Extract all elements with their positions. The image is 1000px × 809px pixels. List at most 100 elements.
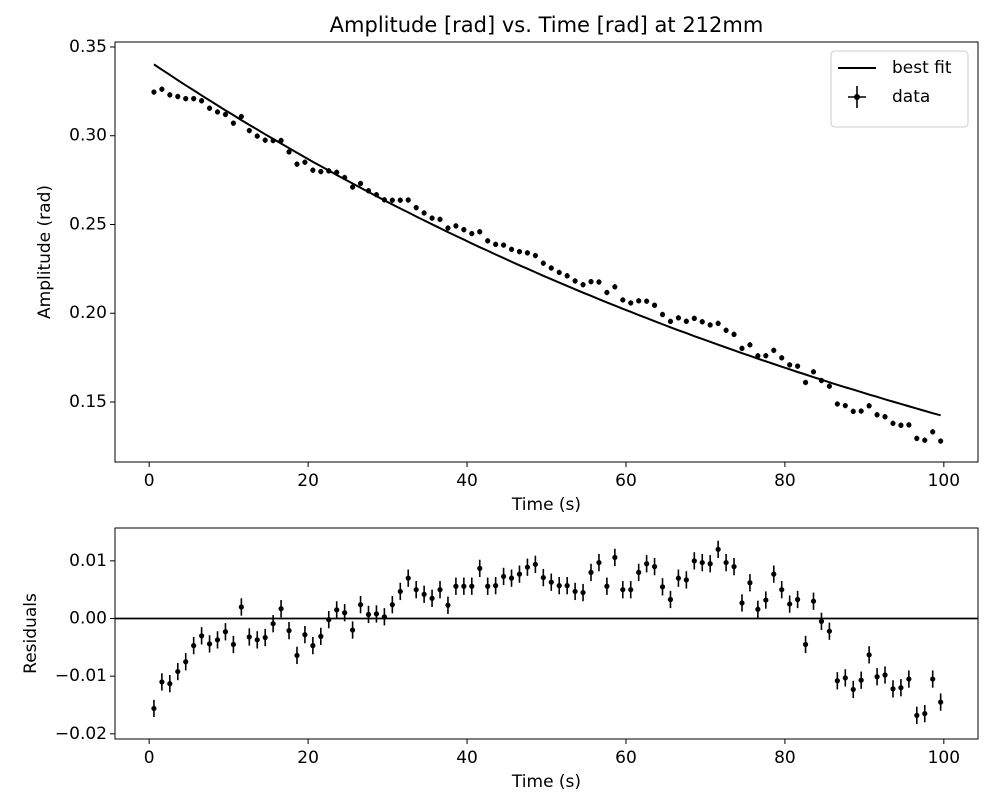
data-point (802, 379, 809, 386)
data-point (532, 561, 538, 567)
data-point (707, 561, 713, 567)
data-point (508, 246, 515, 252)
data-point (524, 564, 531, 570)
data-point (731, 331, 737, 337)
data-point (318, 633, 324, 639)
data-point (485, 238, 491, 244)
data-point (890, 420, 896, 426)
data-point (580, 589, 586, 596)
x-tick-label: 60 (615, 471, 637, 491)
data-point (350, 184, 356, 190)
data-point (469, 583, 475, 589)
data-point (755, 353, 761, 359)
data-point (334, 169, 340, 175)
data-point (659, 311, 666, 318)
data-point (620, 297, 626, 303)
data-point (389, 197, 395, 203)
data-point (183, 96, 189, 102)
data-point (890, 686, 896, 692)
x-axis-label: Time (s) (511, 772, 581, 792)
x-tick-label: 80 (774, 471, 796, 491)
data-point (318, 168, 324, 175)
data-point (771, 347, 777, 353)
data-point (596, 559, 602, 566)
data-point (413, 205, 419, 211)
data-point (159, 86, 165, 92)
data-point (437, 216, 443, 222)
data-point (167, 681, 173, 687)
data-point (151, 705, 157, 712)
data-point (191, 643, 197, 649)
data-point (556, 583, 562, 589)
x-tick-label: 0 (144, 748, 155, 768)
data-point (842, 675, 848, 681)
data-point (246, 127, 252, 134)
x-tick-label: 40 (456, 748, 478, 768)
data-point (787, 362, 793, 368)
data-point (588, 569, 594, 575)
y-tick-label: 0.20 (69, 303, 107, 323)
data-point (334, 607, 340, 613)
data-point (175, 668, 181, 675)
data-point (906, 676, 912, 682)
data-point (365, 188, 372, 194)
data-point (357, 180, 364, 187)
data-point (675, 315, 682, 321)
y-tick-label: 0.00 (69, 609, 107, 629)
data-point (342, 610, 348, 616)
data-point (540, 260, 546, 266)
data-point (548, 265, 554, 271)
data-point (413, 587, 419, 593)
data-point (930, 676, 936, 682)
data-point (604, 583, 610, 589)
y-tick-label: −0.02 (55, 724, 107, 744)
data-point (373, 192, 380, 198)
data-point (699, 559, 705, 566)
data-point (699, 319, 705, 325)
x-tick-label: 100 (928, 471, 960, 491)
fit-line (153, 63, 941, 417)
x-tick-label: 80 (774, 748, 796, 768)
data-point (508, 575, 515, 581)
data-point (310, 167, 316, 173)
data-point (405, 575, 411, 581)
data-point (882, 414, 888, 420)
data-point (596, 279, 602, 285)
data-point (461, 227, 467, 233)
data-point (206, 105, 213, 111)
data-point (500, 242, 507, 248)
data-point (914, 712, 920, 718)
data-point (802, 641, 809, 648)
data-point (540, 574, 546, 581)
y-tick-label: 0.30 (69, 126, 107, 146)
x-tick-label: 20 (297, 748, 319, 768)
data-point (342, 174, 348, 181)
data-point (922, 437, 928, 443)
data-point (572, 588, 578, 595)
y-tick-label: −0.01 (55, 666, 107, 686)
data-point (270, 137, 276, 144)
data-point (278, 137, 284, 144)
data-point (222, 111, 229, 118)
data-point (397, 197, 403, 203)
data-point (906, 422, 912, 428)
data-point (222, 629, 229, 635)
data-point (826, 628, 832, 634)
data-point (151, 89, 157, 95)
data-point (874, 674, 880, 680)
data-point (477, 565, 483, 571)
data-point (206, 641, 213, 647)
data-point (747, 580, 753, 586)
data-point (866, 403, 872, 409)
data-point (874, 412, 880, 418)
data-point (270, 621, 276, 627)
data-point (453, 223, 459, 229)
data-point (922, 711, 928, 717)
data-point (238, 113, 244, 120)
data-point (246, 634, 252, 640)
data-point (715, 546, 721, 552)
legend-label: best fit (892, 58, 952, 78)
